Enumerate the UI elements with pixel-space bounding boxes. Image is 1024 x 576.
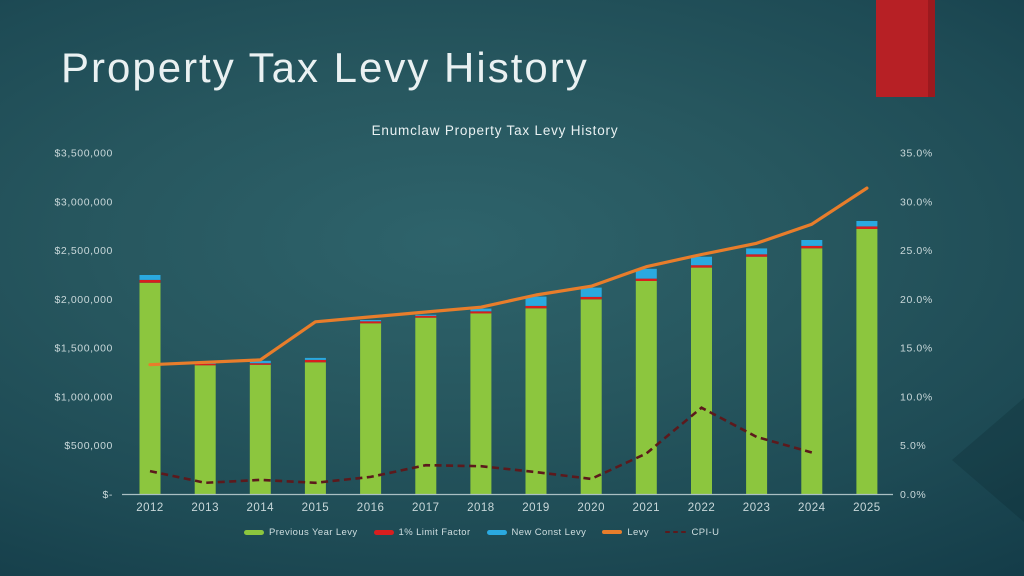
bar-segment-2020-2 — [580, 287, 602, 297]
legend-label-previous-year-levy: Previous Year Levy — [269, 526, 358, 538]
y-axis-label-right: 5.0% — [900, 440, 926, 452]
bar-segment-2019-1 — [525, 305, 547, 309]
legend-swatch-limit-factor-icon — [373, 529, 394, 535]
bar-segment-2024-2 — [801, 240, 823, 246]
y-axis-label-right: 0.0% — [900, 489, 926, 501]
cpiu-line — [149, 406, 813, 485]
bar-segment-2018-1 — [470, 311, 492, 314]
bar-segment-2015-1 — [304, 359, 326, 363]
y-axis-label-left: $500,000 — [64, 440, 113, 452]
levy-line — [148, 186, 869, 367]
bar-segment-2012-2 — [139, 275, 161, 280]
bar-segment-2013-0 — [194, 365, 216, 495]
y-axis-label-right: 10.0% — [900, 391, 933, 403]
y-axis-label-right: 30.0% — [900, 196, 933, 208]
x-axis-label: 2021 — [633, 502, 661, 514]
legend-swatch-previous-year-levy-icon — [244, 529, 264, 535]
y-axis-label-left: $3,500,000 — [54, 148, 113, 160]
legend-swatch-levy-line-icon — [602, 530, 623, 534]
bar-segment-2017-1 — [415, 315, 437, 318]
bar-segment-2013-1 — [194, 363, 216, 366]
x-axis-label: 2024 — [798, 502, 826, 514]
bar-segment-2023-0 — [746, 256, 768, 495]
bar-segment-2015-0 — [304, 362, 326, 495]
x-axis-label: 2019 — [522, 502, 550, 514]
bar-segment-2025-1 — [856, 226, 878, 229]
y-axis-label-left: $3,000,000 — [54, 196, 113, 208]
y-axis-label-left: $1,500,000 — [54, 343, 113, 355]
y-axis-label-left: $2,500,000 — [54, 245, 113, 257]
bar-segment-2014-2 — [249, 360, 271, 364]
bar-segment-2022-1 — [691, 265, 712, 268]
bar-segment-2018-2 — [470, 308, 492, 312]
bar-segment-2022-0 — [691, 267, 712, 495]
bar-segment-2014-1 — [249, 363, 271, 365]
x-axis-label: 2014 — [247, 502, 275, 514]
x-axis-label: 2023 — [743, 502, 771, 514]
legend-item-new-const-levy: New Const Levy — [486, 526, 587, 538]
y-axis-label-right: 15.0% — [900, 343, 933, 355]
y-axis-label-left: $1,000,000 — [54, 391, 113, 403]
bar-segment-2016-0 — [360, 323, 382, 495]
legend-swatch-new-const-levy-icon — [486, 529, 507, 535]
legend-label-new-const-levy: New Const Levy — [511, 526, 587, 538]
x-axis-label: 2015 — [302, 502, 330, 514]
bar-segment-2025-0 — [856, 229, 878, 495]
bar-segment-2024-0 — [801, 248, 823, 495]
x-axis-label: 2018 — [467, 502, 495, 514]
bar-segment-2017-0 — [415, 317, 437, 495]
bar-segment-2021-1 — [635, 278, 657, 281]
bar-segment-2020-0 — [580, 299, 602, 495]
bar-segment-2015-2 — [304, 357, 326, 360]
legend-label-cpiu: CPI-U — [691, 526, 720, 538]
bar-segment-2017-2 — [415, 314, 437, 316]
y-axis-label-left: $- — [102, 489, 113, 501]
bar-segment-2014-0 — [249, 364, 271, 495]
legend-item-cpiu: CPI-U — [664, 526, 720, 538]
y-axis-label-left: $2,000,000 — [54, 294, 113, 306]
background-triangle-decoration — [952, 398, 1024, 522]
bar-segment-2016-1 — [360, 321, 382, 324]
bar-segment-2019-0 — [525, 308, 547, 495]
x-axis-label: 2020 — [577, 502, 605, 514]
x-axis-label: 2016 — [357, 502, 385, 514]
legend-item-levy: Levy — [602, 527, 649, 538]
bar-segment-2012-1 — [139, 279, 161, 283]
bar-segment-2024-1 — [801, 245, 823, 249]
bar-segment-2019-2 — [525, 296, 547, 306]
bar-segment-2022-2 — [691, 256, 712, 266]
bar-segment-2023-2 — [746, 248, 768, 255]
bar-segment-2016-2 — [360, 320, 382, 322]
y-axis-label-right: 20.0% — [900, 294, 933, 306]
bar-segment-2023-1 — [746, 254, 768, 257]
y-axis-label-right: 35.0% — [900, 148, 933, 160]
bar-segment-2025-2 — [856, 221, 878, 227]
x-axis-label: 2012 — [136, 502, 164, 514]
slide-title: Property Tax Levy History — [61, 44, 589, 91]
accent-bar — [876, 0, 935, 97]
legend-label-levy: Levy — [627, 526, 649, 538]
bar-segment-2018-0 — [470, 313, 492, 495]
bar-segment-2020-1 — [580, 296, 602, 300]
y-axis-label-right: 25.0% — [900, 245, 933, 257]
x-axis-label: 2017 — [412, 502, 440, 514]
bar-segment-2012-0 — [139, 282, 161, 495]
bar-segment-2021-2 — [635, 268, 657, 279]
x-axis-label: 2013 — [191, 502, 219, 514]
legend-item-previous-year-levy: Previous Year Levy — [244, 527, 358, 538]
chart-legend: Previous Year Levy 1% Limit Factor New C… — [244, 524, 719, 540]
legend-label-limit-factor: 1% Limit Factor — [398, 526, 471, 538]
chart-title: Enumclaw Property Tax Levy History — [371, 123, 619, 138]
x-axis-label: 2022 — [688, 502, 716, 514]
x-axis-label: 2025 — [853, 502, 881, 514]
bar-segment-2021-0 — [635, 281, 657, 495]
legend-item-limit-factor: 1% Limit Factor — [373, 526, 471, 538]
legend-swatch-cpiu-dashed-icon — [664, 530, 687, 534]
